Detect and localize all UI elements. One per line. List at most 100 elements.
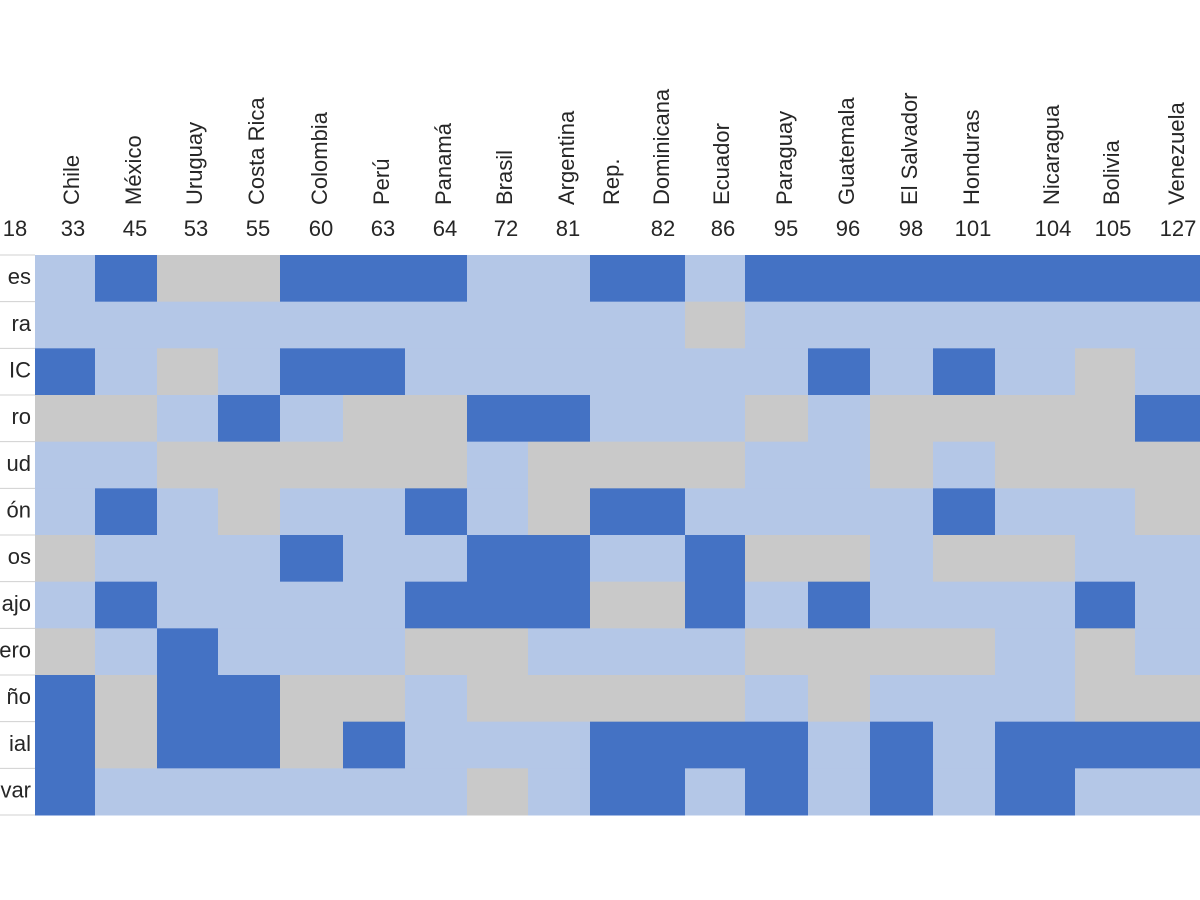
- cell: [1075, 768, 1135, 816]
- cell: [343, 441, 405, 489]
- cell: [933, 441, 995, 489]
- column-name: Dominicana: [649, 88, 674, 205]
- cell: [933, 628, 995, 676]
- cell: [467, 721, 528, 769]
- cell: [157, 441, 218, 489]
- cell: [343, 395, 405, 443]
- cell: [685, 675, 745, 723]
- cell: [1075, 441, 1135, 489]
- cell: [1135, 301, 1200, 349]
- cell: [343, 348, 405, 396]
- cell: [343, 768, 405, 816]
- cell: [343, 535, 405, 583]
- cell: [808, 301, 870, 349]
- cell: [343, 488, 405, 536]
- cell: [1075, 675, 1135, 723]
- cell: [218, 581, 280, 629]
- cell: [95, 255, 157, 303]
- cell: [343, 301, 405, 349]
- cell: [218, 301, 280, 349]
- cell: [808, 675, 870, 723]
- column-rank: 64: [433, 216, 457, 241]
- cell: [157, 721, 218, 769]
- column-rank: 105: [1095, 216, 1132, 241]
- cell: [1135, 488, 1200, 536]
- cell: [218, 255, 280, 303]
- column-rank: 98: [899, 216, 923, 241]
- cell: [280, 488, 343, 536]
- column-rank: 104: [1035, 216, 1072, 241]
- column-name: Panamá: [431, 122, 456, 205]
- cell: [405, 395, 467, 443]
- column-name: Colombia: [307, 111, 332, 205]
- cell: [995, 348, 1075, 396]
- cell: [95, 488, 157, 536]
- cell: [157, 348, 218, 396]
- cell: [1135, 348, 1200, 396]
- cell: [870, 628, 933, 676]
- column-name: Venezuela: [1164, 101, 1189, 205]
- cell: [870, 348, 933, 396]
- row-label: ra: [11, 311, 31, 336]
- cell: [218, 628, 280, 676]
- cell: [808, 488, 870, 536]
- cell: [590, 441, 685, 489]
- cell: [405, 348, 467, 396]
- cell: [95, 301, 157, 349]
- cell: [405, 255, 467, 303]
- cell: [405, 675, 467, 723]
- cell: [218, 395, 280, 443]
- row-label: ero: [0, 637, 31, 662]
- cell: [218, 721, 280, 769]
- cell: [157, 628, 218, 676]
- cell: [218, 348, 280, 396]
- cell: [1135, 581, 1200, 629]
- cell: [528, 488, 590, 536]
- cell: [405, 581, 467, 629]
- column-name: Ecuador: [709, 123, 734, 205]
- cell: [35, 348, 95, 396]
- cell: [35, 255, 95, 303]
- cell: [95, 348, 157, 396]
- cell: [685, 301, 745, 349]
- cell: [1075, 721, 1135, 769]
- cell: [343, 721, 405, 769]
- cell: [35, 628, 95, 676]
- cell: [745, 721, 808, 769]
- row-label: ón: [7, 497, 31, 522]
- column-name: Perú: [369, 159, 394, 205]
- cell: [808, 441, 870, 489]
- cell: [870, 721, 933, 769]
- cell: [933, 721, 995, 769]
- cell: [933, 348, 995, 396]
- cell: [467, 441, 528, 489]
- cell: [467, 488, 528, 536]
- column-rank: 72: [494, 216, 518, 241]
- cell: [685, 255, 745, 303]
- cell: [995, 581, 1075, 629]
- cell: [1075, 255, 1135, 303]
- cell: [343, 255, 405, 303]
- cell: [933, 301, 995, 349]
- cell: [808, 395, 870, 443]
- cell: [995, 255, 1075, 303]
- cell: [1135, 395, 1200, 443]
- cell: [685, 441, 745, 489]
- column-rank: 53: [184, 216, 208, 241]
- cell: [995, 488, 1075, 536]
- cell: [808, 348, 870, 396]
- cell: [808, 768, 870, 816]
- cell: [745, 768, 808, 816]
- cell: [405, 535, 467, 583]
- cell: [995, 768, 1075, 816]
- cut-rank: 18: [3, 216, 27, 241]
- cell: [95, 395, 157, 443]
- cell: [157, 488, 218, 536]
- column-name: Uruguay: [182, 122, 207, 205]
- cell: [590, 348, 685, 396]
- cell: [280, 675, 343, 723]
- cell: [35, 768, 95, 816]
- cell: [280, 255, 343, 303]
- column-rank: 86: [711, 216, 735, 241]
- cell: [95, 628, 157, 676]
